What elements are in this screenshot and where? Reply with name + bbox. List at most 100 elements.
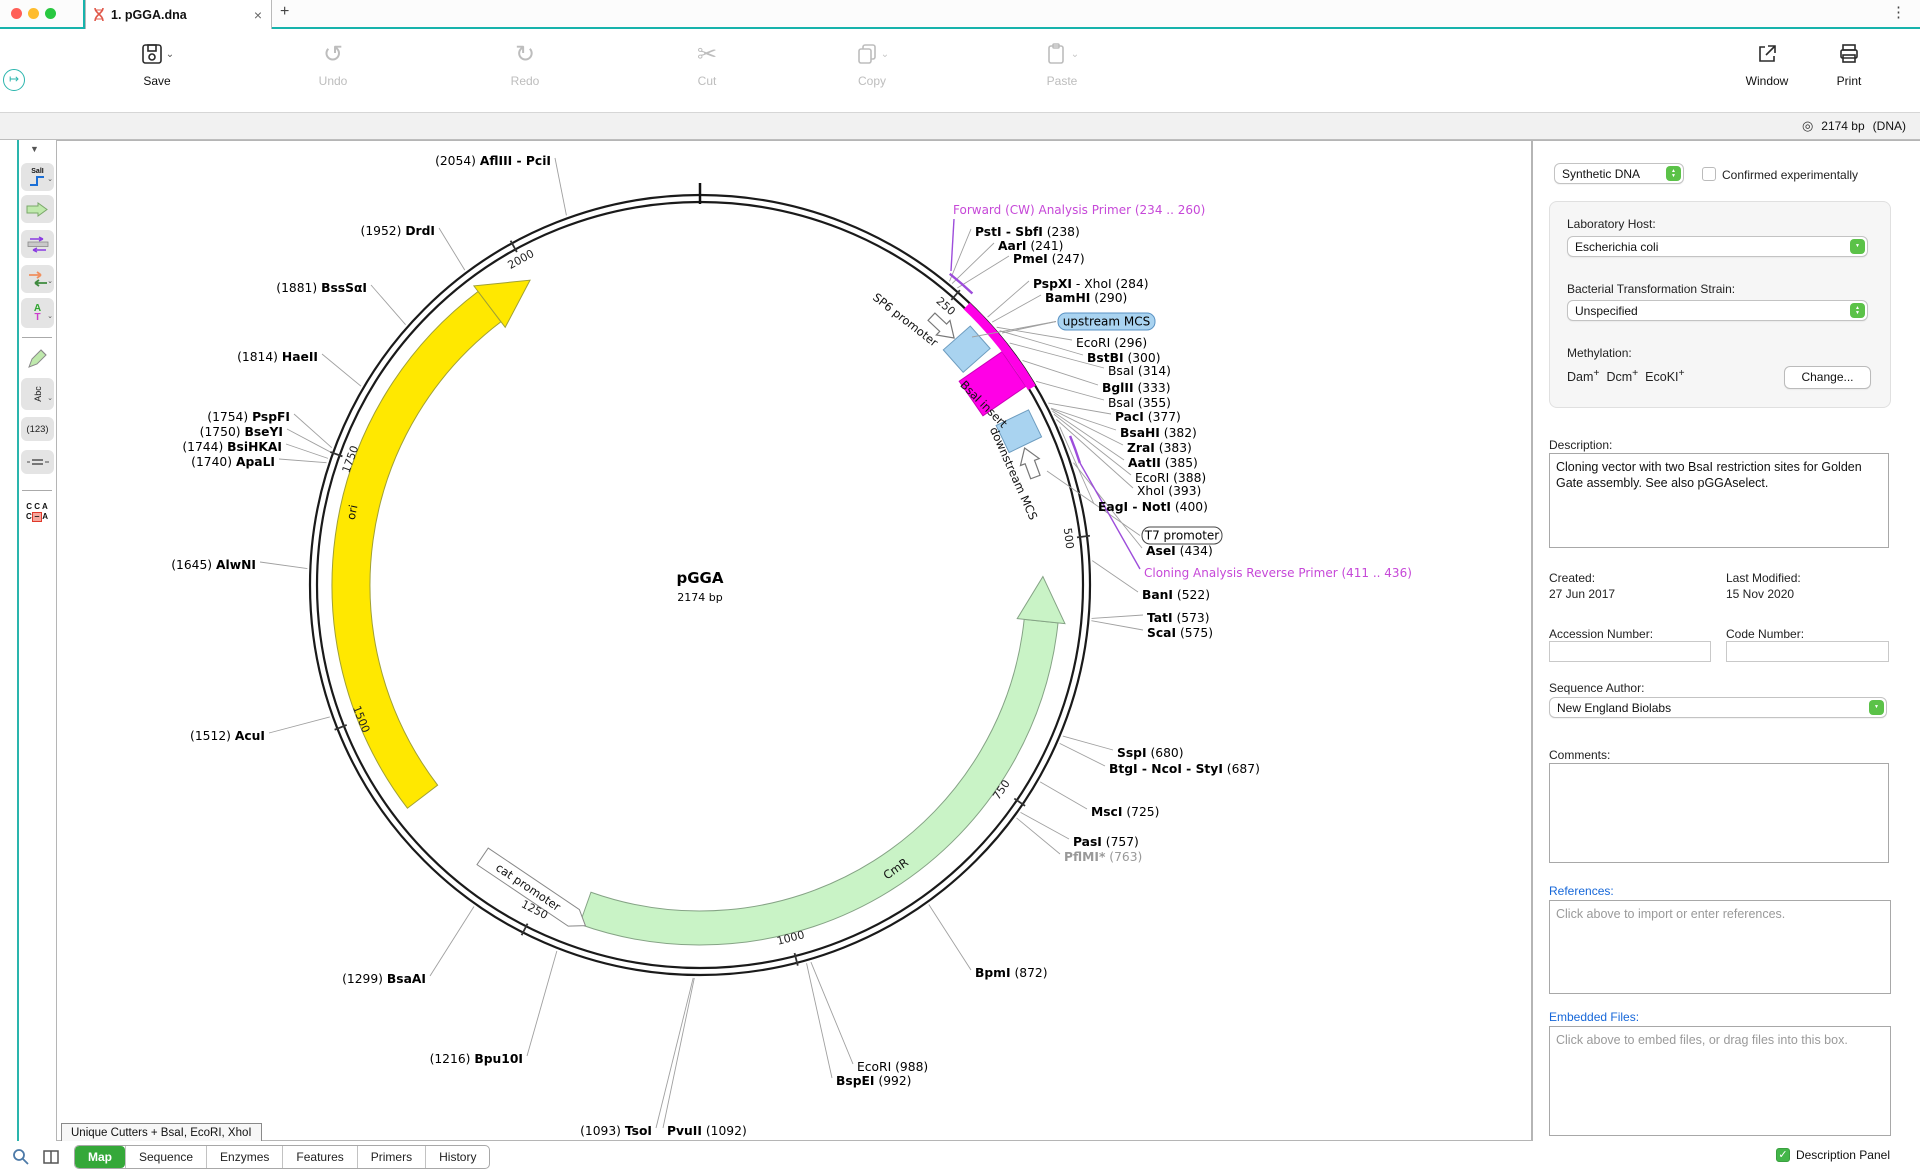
enzymes-tool-button[interactable]: SalI ⌄ [21, 163, 54, 191]
feature-arrowhead-CmR [1016, 575, 1066, 625]
enzyme-site-label: (1754) PspFI [207, 410, 290, 424]
close-window-button[interactable] [11, 8, 22, 19]
paste-button[interactable]: Paste [1027, 37, 1097, 88]
redo-icon: ↻ [514, 40, 536, 68]
mutation-tool-button[interactable]: C C A C ‒ A [18, 502, 56, 522]
enzyme-site-label: EagI - NotI (400) [1098, 500, 1208, 514]
dna-type-select[interactable]: Synthetic DNA ▲ ▼ [1554, 163, 1684, 184]
references-link[interactable]: References: [1549, 884, 1614, 898]
enzyme-site-label: (1216) Bpu10I [430, 1052, 523, 1066]
window-icon [1732, 37, 1802, 71]
zoom-icon[interactable] [12, 1148, 30, 1166]
feature-arc-ori [331, 290, 502, 809]
primer-display-tool-button[interactable] [21, 450, 54, 474]
window-button[interactable]: Window [1732, 37, 1802, 88]
enzyme-site-label: (1952) DrdI [361, 224, 435, 238]
main-toolbar: ↦ Save ↺ Undo ↻ Redo ✂ Cut [0, 29, 1920, 112]
primer-label: Forward (CW) Analysis Primer (234 .. 260… [953, 203, 1205, 217]
enzyme-site-label: (1881) BssSαI [276, 281, 367, 295]
description-panel-toggle[interactable]: ✓ Description Panel [1775, 1148, 1890, 1162]
description-textarea[interactable]: Cloning vector with two BsaI restriction… [1549, 453, 1889, 548]
enzyme-site-label: (2054) AflIII - PciI [435, 154, 551, 168]
feature-arrowhead-ori [472, 279, 531, 329]
print-button[interactable]: Print [1814, 37, 1884, 88]
enzyme-site-label: (1299) BsaAI [342, 972, 426, 986]
split-view-icon[interactable] [42, 1148, 60, 1166]
embedded-files-box[interactable]: Click above to embed files, or drag file… [1549, 1026, 1891, 1136]
feature-arc-CmR [578, 618, 1059, 946]
mutated-base-box: ‒ [31, 512, 43, 522]
sequence-colors-tool-button[interactable]: A T ⌄ [21, 298, 54, 328]
tabbar-divider [83, 0, 85, 29]
strain-select[interactable]: Unspecified ▲ ▼ [1567, 300, 1868, 321]
undo-button[interactable]: ↺ Undo [298, 37, 368, 89]
primers-tool-button[interactable]: ⌄ [21, 265, 54, 293]
new-tab-button[interactable]: + [280, 3, 290, 20]
description-label: Description: [1549, 438, 1613, 452]
enzyme-site-label: ScaI (575) [1147, 626, 1213, 640]
plasmid-map-canvas[interactable]: cat promoter 250 500 750 1000 1250 1500 1750 200… [56, 140, 1532, 1145]
tab-title: 1. pGGA.dna [111, 7, 187, 22]
tab-sequence[interactable]: Sequence [125, 1146, 206, 1168]
translations-tool-button[interactable] [21, 230, 54, 258]
description-panel: Synthetic DNA ▲ ▼ Confirmed experimentall… [1532, 140, 1920, 1141]
tab-features[interactable]: Features [282, 1146, 356, 1168]
alignment-icon [27, 235, 48, 253]
primer-arc [1068, 435, 1082, 464]
minimize-window-button[interactable] [28, 8, 39, 19]
enzyme-site-label: PacI (377) [1115, 410, 1181, 424]
embedded-files-link[interactable]: Embedded Files: [1549, 1010, 1640, 1024]
tab-close-icon[interactable]: × [253, 6, 262, 23]
copy-button[interactable]: Copy [837, 37, 907, 88]
enzyme-site-label: (1814) HaeII [237, 350, 318, 364]
sidebar-divider [22, 337, 52, 338]
enzyme-site-label: BsaI (314) [1108, 364, 1171, 378]
numbering-tool-button[interactable]: (123) [21, 417, 54, 441]
tab-map[interactable]: Map [75, 1146, 125, 1168]
tab-enzymes[interactable]: Enzymes [206, 1146, 282, 1168]
lab-host-select[interactable]: Escherichia coli ▼ [1567, 236, 1868, 257]
text-labels-tool-button[interactable]: Abc ⌄ [21, 378, 54, 410]
enzyme-site-label: BspEI (992) [836, 1074, 911, 1088]
document-tab[interactable]: 1. pGGA.dna × [85, 0, 272, 29]
upstream-MCS-block [942, 325, 991, 374]
checked-checkbox-icon[interactable]: ✓ [1775, 1148, 1790, 1162]
cca-left: C [25, 512, 32, 521]
redo-button[interactable]: ↻ Redo [490, 37, 560, 89]
annotate-tool-button[interactable] [21, 344, 54, 372]
badge [1141, 526, 1223, 545]
overflow-menu-icon[interactable]: ⋮ [1891, 4, 1906, 21]
abc-label: Abc [32, 386, 43, 402]
enzyme-site-label: AatII (385) [1128, 456, 1198, 470]
collapse-sidebar-button[interactable]: ↦ [3, 69, 25, 91]
accession-input[interactable] [1549, 641, 1711, 662]
methylation-values: Dam+ Dcm+ EcoKI+ [1567, 368, 1685, 385]
enzyme-site-label: (1645) AlwNI [171, 558, 256, 572]
change-methylation-button[interactable]: Change... [1784, 366, 1871, 389]
modified-label: Last Modified: [1726, 571, 1801, 585]
enzyme-site-label: BstBI (300) [1087, 351, 1161, 365]
cut-button[interactable]: ✂ Cut [672, 37, 742, 89]
comments-textarea[interactable] [1549, 763, 1889, 863]
references-box[interactable]: Click above to import or enter reference… [1549, 900, 1891, 994]
features-tool-button[interactable] [21, 195, 54, 223]
confirmed-checkbox[interactable] [1702, 167, 1716, 181]
letter-t: T [34, 312, 41, 323]
svg-text:T7 promoter: T7 promoter [1144, 529, 1220, 543]
SP6-promoter-arrow [927, 312, 955, 339]
enzyme-site-label: ZraI (383) [1127, 441, 1192, 455]
save-icon [122, 37, 192, 71]
enzyme-site-label: BsaI (355) [1108, 396, 1171, 410]
author-select[interactable]: New England Biolabs ▼ [1549, 697, 1887, 718]
enzyme-site-label: PflMI* (763) [1064, 850, 1142, 864]
save-button[interactable]: Save [122, 37, 192, 88]
tab-primers[interactable]: Primers [356, 1146, 425, 1168]
dashed-primer-icon [26, 459, 49, 465]
collapse-tools-icon[interactable]: ▼ [30, 144, 39, 154]
tab-history[interactable]: History [425, 1146, 489, 1168]
zoom-window-button[interactable] [45, 8, 56, 19]
BsaI-insert-block [958, 351, 1027, 417]
code-input[interactable] [1726, 641, 1889, 662]
comments-label: Comments: [1549, 748, 1611, 762]
